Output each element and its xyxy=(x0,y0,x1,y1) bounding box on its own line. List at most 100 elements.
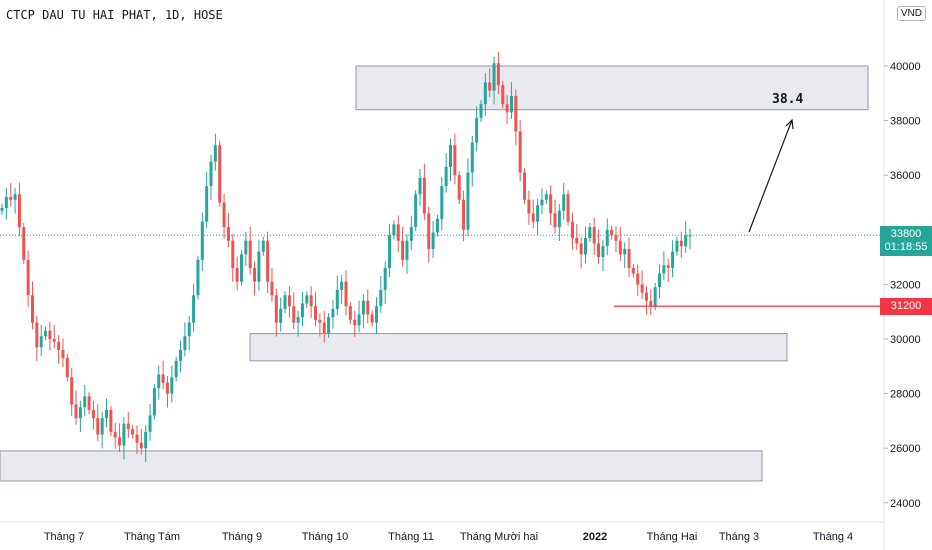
y-tick-label: 32000 xyxy=(890,279,921,291)
candle xyxy=(222,193,226,239)
x-tick-label: Tháng 3 xyxy=(719,531,759,543)
zone-support-low[interactable] xyxy=(0,450,763,482)
candle xyxy=(388,223,392,278)
candle xyxy=(453,133,457,185)
candle xyxy=(126,412,130,439)
candle xyxy=(435,214,439,237)
candle xyxy=(179,340,183,373)
candle xyxy=(553,199,557,234)
y-axis[interactable]: 2400026000280003000032000340003600038000… xyxy=(884,61,921,510)
candle xyxy=(431,221,435,258)
candle xyxy=(583,226,587,264)
candle xyxy=(422,164,426,220)
candle xyxy=(139,428,143,455)
candle xyxy=(475,106,479,152)
candle xyxy=(322,311,326,343)
candle xyxy=(105,398,109,428)
candle xyxy=(87,392,91,415)
candle xyxy=(470,135,474,187)
candle xyxy=(557,204,561,241)
candle xyxy=(492,56,496,105)
zone-support-mid[interactable] xyxy=(249,333,788,362)
candle xyxy=(209,154,213,201)
candle xyxy=(131,424,135,439)
candle xyxy=(684,221,688,253)
candle xyxy=(592,218,596,255)
candle xyxy=(440,177,444,231)
x-tick-label: Tháng 10 xyxy=(302,531,348,543)
candle xyxy=(205,172,209,229)
candle xyxy=(627,237,631,278)
candle xyxy=(374,297,378,335)
candle xyxy=(96,404,100,442)
candle xyxy=(118,423,122,453)
candle xyxy=(409,215,413,250)
candle xyxy=(601,239,605,272)
candle xyxy=(457,171,461,204)
candle xyxy=(44,326,48,341)
candle xyxy=(405,234,409,274)
candle xyxy=(287,286,291,318)
candle xyxy=(78,400,82,433)
x-tick-label: Tháng 11 xyxy=(388,531,434,543)
candle xyxy=(48,321,52,351)
candle xyxy=(636,264,640,296)
candle xyxy=(640,270,644,300)
candle xyxy=(688,228,692,250)
candle xyxy=(318,313,322,337)
zone-resistance[interactable] xyxy=(355,65,869,111)
candle xyxy=(344,270,348,316)
target-annotation[interactable]: 38.4 xyxy=(772,92,803,107)
candle xyxy=(39,324,43,357)
candle xyxy=(13,187,17,214)
candle xyxy=(566,190,570,226)
candle xyxy=(570,212,574,250)
candle xyxy=(17,182,21,237)
y-tick-label: 24000 xyxy=(890,498,921,510)
candle xyxy=(30,281,34,330)
candle xyxy=(597,229,601,264)
candle xyxy=(9,183,13,207)
candle xyxy=(357,300,361,332)
candle xyxy=(444,153,448,193)
candle xyxy=(161,360,165,390)
candle xyxy=(248,226,252,275)
candle xyxy=(414,190,418,232)
currency-badge[interactable]: VND xyxy=(896,6,926,21)
candle xyxy=(614,226,618,253)
candle xyxy=(292,292,296,330)
y-tick-label: 30000 xyxy=(890,334,921,346)
candle xyxy=(383,261,387,304)
x-axis[interactable]: Tháng 7 Tháng Tám Tháng 9 Tháng 10 Tháng 11 T… xyxy=(44,531,853,543)
candle xyxy=(157,365,161,400)
candle xyxy=(22,222,26,264)
candle xyxy=(274,288,278,337)
candle xyxy=(540,188,544,215)
candle xyxy=(239,250,243,286)
countdown-value: 01:18:55 xyxy=(884,241,928,254)
candle xyxy=(231,234,235,282)
candle xyxy=(366,289,370,324)
candle xyxy=(314,292,318,327)
candle xyxy=(479,100,483,122)
candle xyxy=(61,338,65,368)
candle xyxy=(562,182,566,220)
candle xyxy=(348,302,352,324)
projection-arrow[interactable] xyxy=(748,119,793,233)
candle xyxy=(527,190,531,225)
candle xyxy=(270,267,274,302)
y-tick-label: 40000 xyxy=(890,61,921,73)
candle xyxy=(305,291,309,308)
candle xyxy=(392,220,396,240)
candle xyxy=(588,222,592,243)
candle xyxy=(631,263,635,278)
candle xyxy=(335,275,339,316)
candle xyxy=(549,185,553,225)
candle xyxy=(658,264,662,299)
candle xyxy=(483,73,487,116)
current-price-value: 33800 xyxy=(890,228,922,241)
candle xyxy=(396,215,400,253)
candle xyxy=(152,384,156,420)
candle xyxy=(623,242,627,269)
